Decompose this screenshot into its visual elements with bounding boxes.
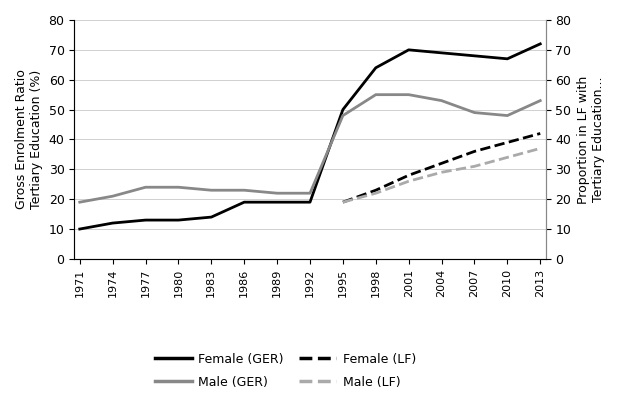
Y-axis label: Gross Enrolment Ratio
Tertiary Education (%): Gross Enrolment Ratio Tertiary Education… <box>15 70 43 209</box>
Legend: Female (GER), Male (GER), Female (LF), Male (LF): Female (GER), Male (GER), Female (LF), M… <box>149 348 421 394</box>
Y-axis label: Proportion in LF with
Tertiary Education...: Proportion in LF with Tertiary Education… <box>577 75 605 204</box>
